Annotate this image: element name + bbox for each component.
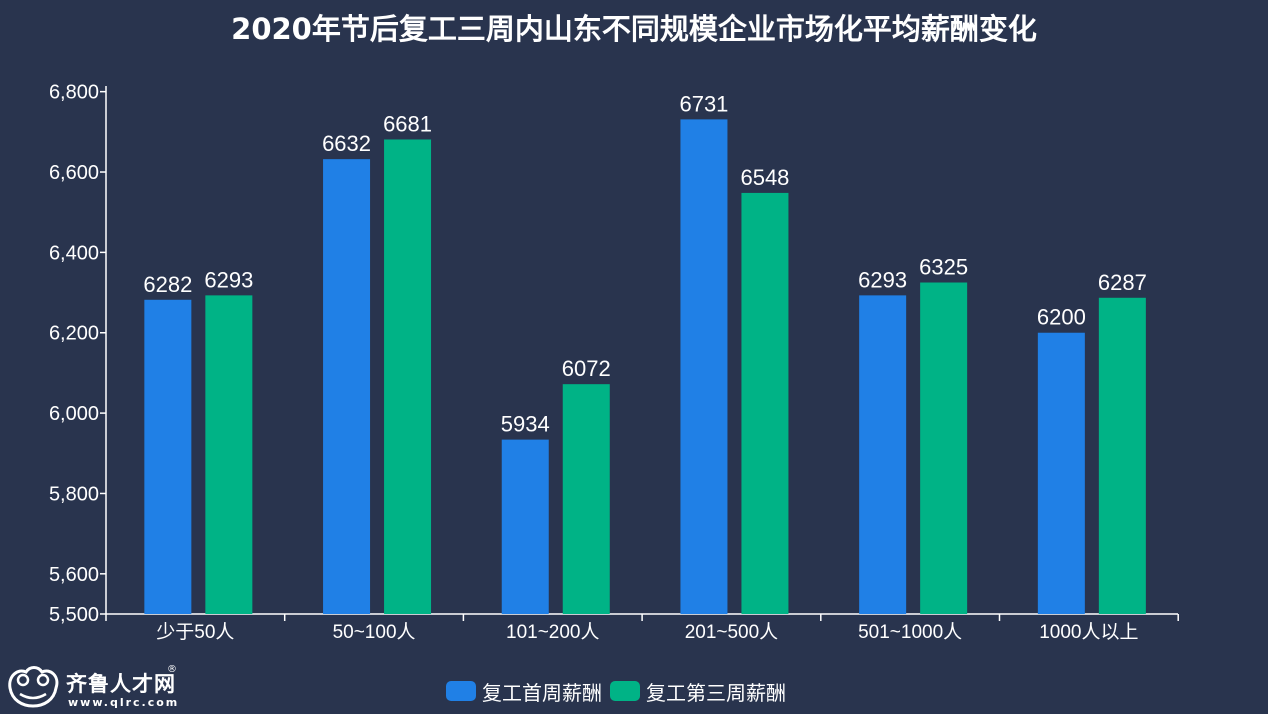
- data-label-series-2: 6325: [919, 255, 968, 280]
- data-label-series-1: 6632: [322, 131, 371, 156]
- y-tick-label: 5,600: [49, 564, 99, 586]
- x-tick-label: 101~200人: [506, 621, 600, 643]
- data-label-series-1: 6293: [858, 267, 907, 292]
- bar-series-2: [205, 295, 253, 614]
- bar-series-2: [562, 384, 610, 614]
- logo-registered-mark: ®: [167, 664, 177, 675]
- chart-title: 2020年节后复工三周内山东不同规模企业市场化平均薪酬变化: [231, 12, 1037, 46]
- x-tick-label: 501~1000人: [858, 621, 962, 643]
- data-label-series-2: 6548: [740, 165, 789, 190]
- data-label-series-1: 6731: [679, 91, 728, 116]
- x-tick-label: 201~500人: [685, 621, 779, 643]
- legend-label-series-2: 复工第三周薪酬: [646, 680, 786, 705]
- brand-logo: 齐鲁人才网 ® www.qlrc.com: [4, 662, 214, 712]
- bar-series-1: [144, 299, 192, 614]
- legend-item-series-2: 复工第三周薪酬: [610, 677, 786, 706]
- data-label-series-1: 5934: [501, 412, 550, 437]
- data-label-series-1: 6282: [143, 272, 192, 297]
- y-tick-label: 6,400: [49, 242, 99, 264]
- bar-series-1: [680, 119, 728, 614]
- y-tick-label: 6,200: [49, 323, 99, 345]
- bar-series-1: [1037, 332, 1085, 614]
- legend-swatch-series-1: [446, 681, 476, 701]
- x-tick-label: 少于50人: [156, 621, 234, 643]
- bar-series-1: [859, 295, 907, 614]
- chart-legend: 复工首周薪酬 复工第三周薪酬: [446, 677, 794, 706]
- bar-series-2: [384, 139, 432, 615]
- data-label-series-2: 6072: [562, 356, 611, 381]
- y-tick-label: 6,800: [49, 82, 99, 104]
- x-tick-label: 50~100人: [333, 621, 416, 643]
- y-tick-label: 6,600: [49, 162, 99, 184]
- data-label-series-1: 6200: [1037, 305, 1086, 330]
- logo-url: www.qlrc.com: [68, 696, 180, 709]
- bar-series-2: [920, 282, 968, 614]
- bar-series-1: [323, 159, 371, 614]
- legend-item-series-1: 复工首周薪酬: [446, 677, 602, 706]
- data-label-series-2: 6681: [383, 111, 432, 136]
- bar-series-2: [1098, 297, 1146, 614]
- y-tick-label: 5,500: [49, 604, 99, 626]
- frog-logo-icon: [8, 666, 59, 708]
- bar-series-1: [501, 439, 549, 614]
- logo-name: 齐鲁人才网: [66, 672, 176, 696]
- data-label-series-2: 6293: [204, 267, 253, 292]
- bar-series-2: [741, 192, 789, 614]
- y-tick-label: 5,800: [49, 483, 99, 505]
- legend-swatch-series-2: [610, 681, 640, 701]
- x-tick-label: 1000人以上: [1039, 621, 1138, 643]
- legend-label-series-1: 复工首周薪酬: [482, 680, 602, 705]
- y-tick-label: 6,000: [49, 403, 99, 425]
- data-label-series-2: 6287: [1098, 270, 1147, 295]
